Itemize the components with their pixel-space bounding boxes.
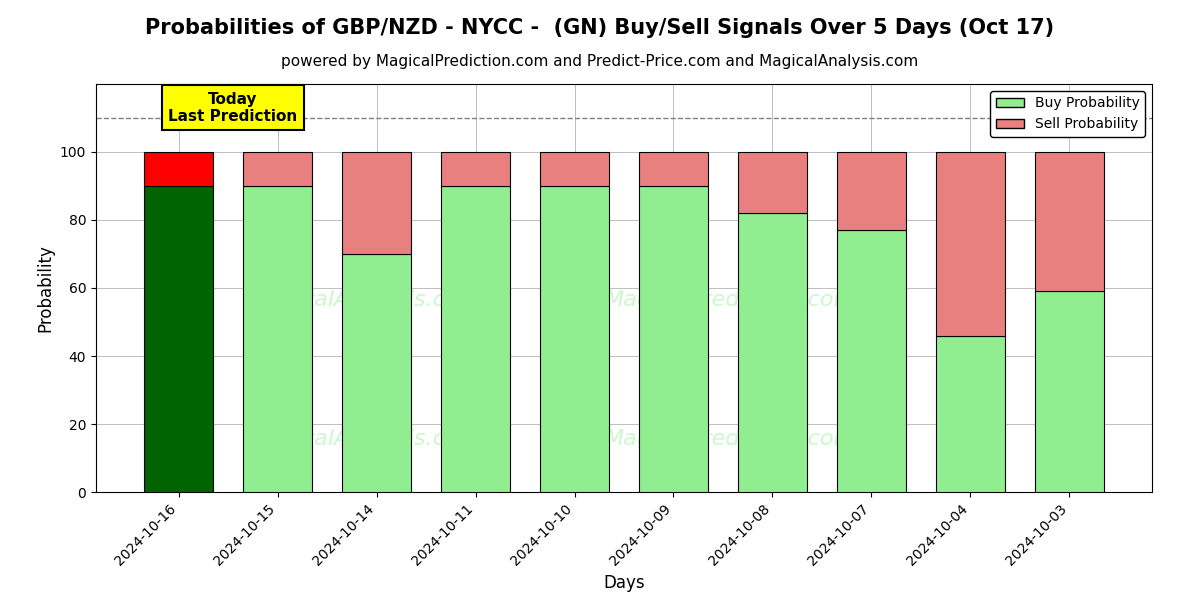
Bar [342,152,412,254]
Bar [836,230,906,492]
Bar [738,152,808,213]
Text: Probabilities of GBP/NZD - NYCC -  (GN) Buy/Sell Signals Over 5 Days (Oct 17): Probabilities of GBP/NZD - NYCC - (GN) B… [145,18,1055,38]
Bar [540,186,610,492]
Bar [242,186,312,492]
Bar [144,152,214,186]
Text: powered by MagicalPrediction.com and Predict-Price.com and MagicalAnalysis.com: powered by MagicalPrediction.com and Pre… [281,54,919,69]
Text: Today
Last Prediction: Today Last Prediction [168,92,298,124]
Text: calAnalysis.com: calAnalysis.com [302,290,481,310]
Y-axis label: Probability: Probability [36,244,54,332]
Bar [144,186,214,492]
Legend: Buy Probability, Sell Probability: Buy Probability, Sell Probability [990,91,1145,137]
Bar [1034,292,1104,492]
Bar [738,213,808,492]
Bar [540,152,610,186]
Bar [342,254,412,492]
Text: MagicalPrediction.com: MagicalPrediction.com [604,429,856,449]
Bar [936,335,1006,492]
Bar [242,152,312,186]
Bar [836,152,906,230]
Bar [638,186,708,492]
Bar [440,152,510,186]
Text: calAnalysis.com: calAnalysis.com [302,429,481,449]
Bar [1034,152,1104,292]
Bar [936,152,1006,335]
Bar [440,186,510,492]
Text: MagicalPrediction.com: MagicalPrediction.com [604,290,856,310]
X-axis label: Days: Days [604,574,644,592]
Bar [638,152,708,186]
